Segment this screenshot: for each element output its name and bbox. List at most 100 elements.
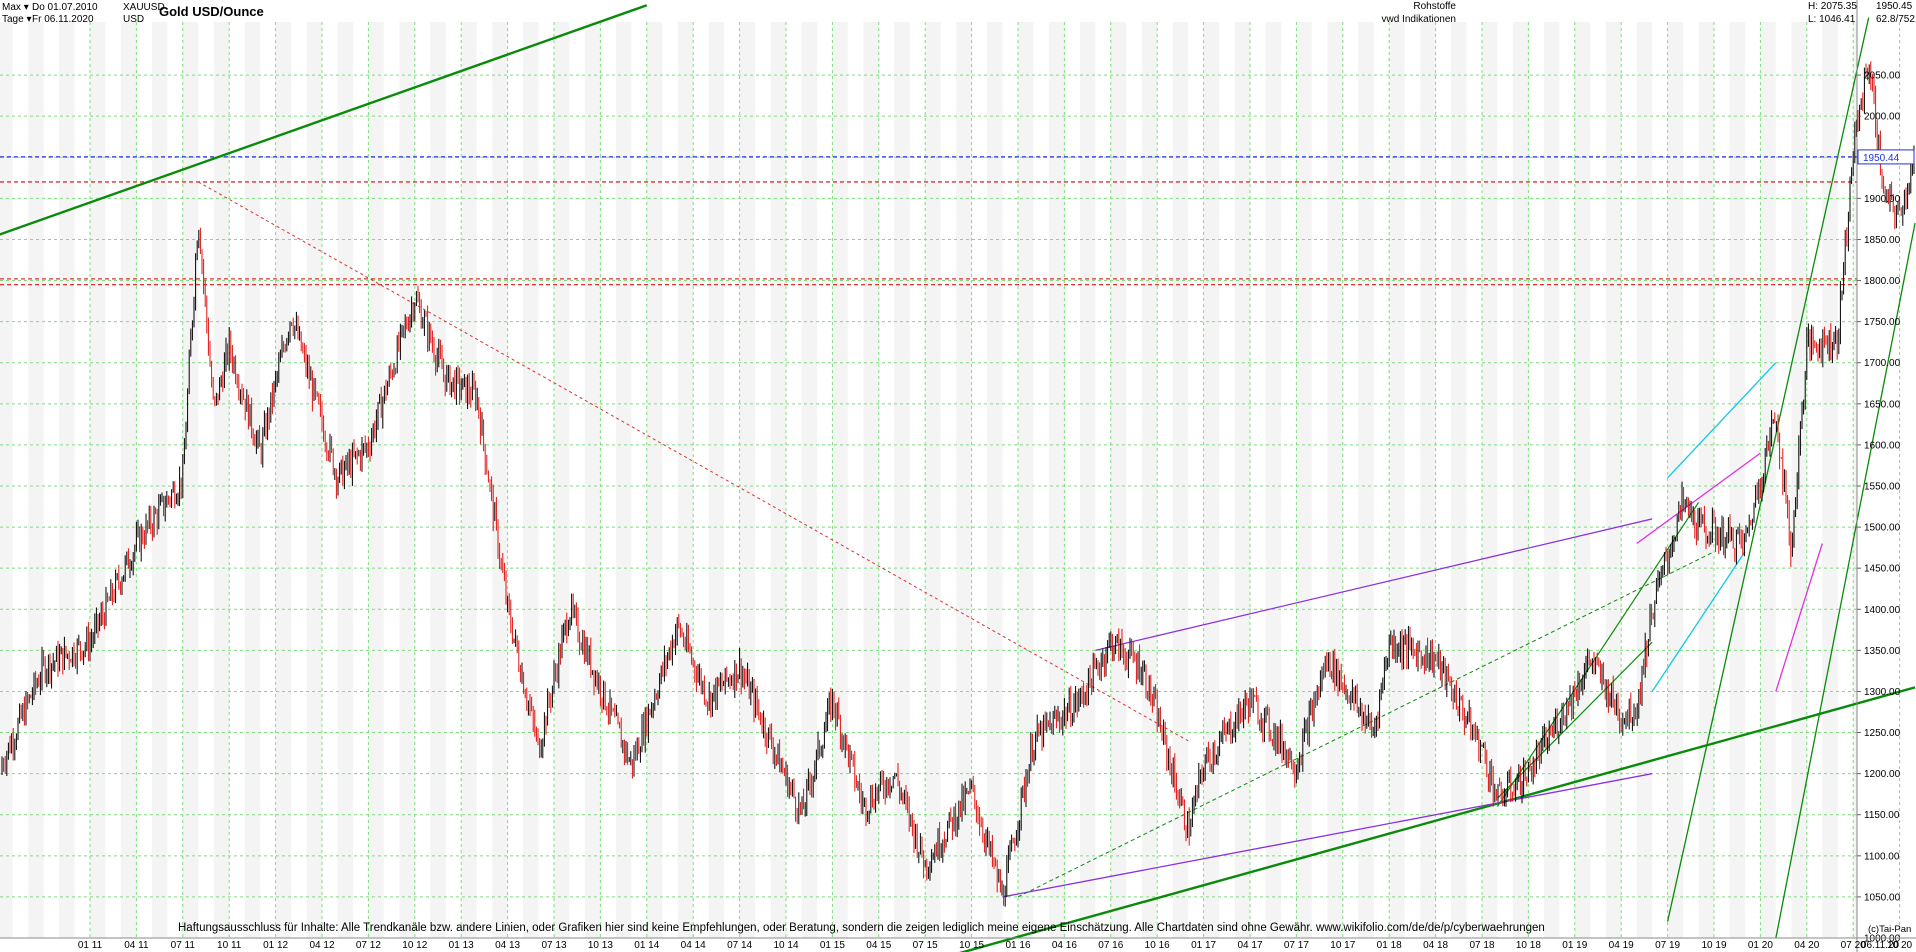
price-tick-label: 1100.00 [1864, 851, 1900, 862]
date-tick-label: 07 18 [1469, 940, 1494, 951]
month-band [1048, 22, 1065, 938]
month-band [1574, 22, 1591, 938]
date-tick-label: 01 18 [1377, 940, 1402, 951]
month-band [120, 22, 137, 938]
month-band [0, 22, 13, 938]
month-band [1543, 22, 1560, 938]
low-value: L: 1046.41 [1808, 14, 1856, 25]
date-tick-label: 04 18 [1423, 940, 1448, 951]
date-tick-label: 04 16 [1052, 940, 1077, 951]
month-band [770, 22, 786, 938]
month-band [1482, 22, 1498, 938]
month-band [1203, 22, 1220, 938]
month-band [1296, 22, 1312, 938]
month-band [1605, 22, 1622, 938]
date-tick-label: 10 11 [217, 940, 242, 951]
long-term-resistance-line [0, 4, 648, 236]
price-axis: 1000.00 1050.00 1100.00 1150.00 1200.00 1250.… [1856, 0, 1915, 952]
month-band [1420, 22, 1436, 938]
price-tick-label: 1300.00 [1864, 687, 1901, 698]
date-tick-label: 10 19 [1701, 940, 1726, 951]
high-value: H: 2075.35 [1808, 1, 1857, 12]
period-label: Max [2, 2, 21, 13]
instrument-info: Rohstoffe vwd Indikationen [1382, 0, 1457, 26]
month-band [1760, 22, 1776, 938]
month-band [430, 22, 446, 938]
month-band [1512, 22, 1529, 938]
magenta-line-upper [1636, 452, 1761, 545]
date-tick-label: 01 12 [263, 940, 288, 951]
month-band [523, 22, 539, 938]
date-tick-label: 10 12 [402, 940, 427, 951]
price-tick-label: 1450.00 [1864, 564, 1901, 575]
month-band [275, 22, 292, 938]
magenta-line-lower [1775, 543, 1823, 692]
month-band [1667, 22, 1684, 938]
month-band [1822, 22, 1838, 938]
month-band [213, 22, 230, 938]
period-selector[interactable]: Max ▾ [2, 2, 29, 14]
month-band [987, 22, 1003, 938]
date-tick-label: 07 17 [1284, 940, 1309, 951]
date-tick-label: 07 20 [1841, 940, 1866, 951]
price-tick-label: 1200.00 [1864, 769, 1901, 780]
price-tick-label: 1500.00 [1864, 523, 1901, 534]
last-price-box: 1950.45 62.8/752.4 [1876, 0, 1916, 26]
month-band [646, 22, 663, 938]
price-tick-label: 2000.00 [1864, 112, 1901, 123]
month-band [1327, 22, 1343, 938]
date-tick-label: 07 16 [1098, 940, 1123, 951]
month-band [1389, 22, 1405, 938]
date-tick-label: 04 12 [309, 940, 334, 951]
last-date-label: 06.11.20 [1861, 940, 1900, 951]
price-tick-label: 1650.00 [1864, 399, 1901, 410]
month-shading [0, 22, 1857, 938]
from-date: Do 01.07.2010 [32, 2, 98, 13]
symbol: XAUUSD [123, 2, 165, 13]
month-band [244, 22, 261, 938]
cyan-line-lower [1651, 551, 1746, 692]
last-value: 1950.45 [1876, 1, 1913, 12]
month-band [59, 22, 75, 938]
date-tick-label: 10 16 [1145, 940, 1170, 951]
high-low-box: H: 2075.35 L: 1046.41 [1808, 0, 1857, 26]
steep-channel-left [1666, 17, 1870, 922]
date-tick-label: 01 14 [634, 940, 659, 951]
price-tick-label: 1150.00 [1864, 810, 1900, 821]
date-tick-label: 10 13 [588, 940, 613, 951]
date-tick-label: 10 14 [773, 940, 798, 951]
month-band [1172, 22, 1189, 938]
price-tick-label: 1800.00 [1864, 276, 1901, 287]
price-candles [1, 61, 1915, 907]
date-tick-label: 10 17 [1330, 940, 1355, 951]
date-tick-label: 10 18 [1516, 940, 1541, 951]
month-band [863, 22, 879, 938]
price-tick-label: 1900.00 [1864, 194, 1901, 205]
currency: USD [123, 14, 145, 25]
last-price-tag-label: 1950.44 [1863, 153, 1900, 164]
dropdown-arrow-icon: ▾ [23, 2, 29, 13]
price-tick-label: 1400.00 [1864, 605, 1901, 616]
month-band [554, 22, 570, 938]
green-channel-a [1496, 502, 1700, 807]
month-band [925, 22, 941, 938]
month-band [832, 22, 848, 938]
date-tick-label: 04 11 [124, 940, 149, 951]
time-axis: 01 11 04 11 07 11 10 11 01 12 04 12 07 12 10 12… [0, 937, 1916, 951]
month-band [399, 22, 415, 938]
month-band [368, 22, 384, 938]
date-tick-label: 10 15 [959, 940, 984, 951]
month-band [337, 22, 353, 938]
month-band [1265, 22, 1281, 938]
month-band [1358, 22, 1374, 938]
month-band [801, 22, 817, 938]
date-tick-label: 07 11 [171, 940, 196, 951]
interval-selector[interactable]: Tage ▾ [2, 14, 32, 26]
dropdown-arrow-icon: ▾ [26, 14, 32, 25]
date-tick-label: 01 15 [820, 940, 845, 951]
date-tick-label: 01 16 [1005, 940, 1030, 951]
month-band [615, 22, 632, 938]
date-tick-label: 04 20 [1794, 940, 1819, 951]
month-band [894, 22, 910, 938]
